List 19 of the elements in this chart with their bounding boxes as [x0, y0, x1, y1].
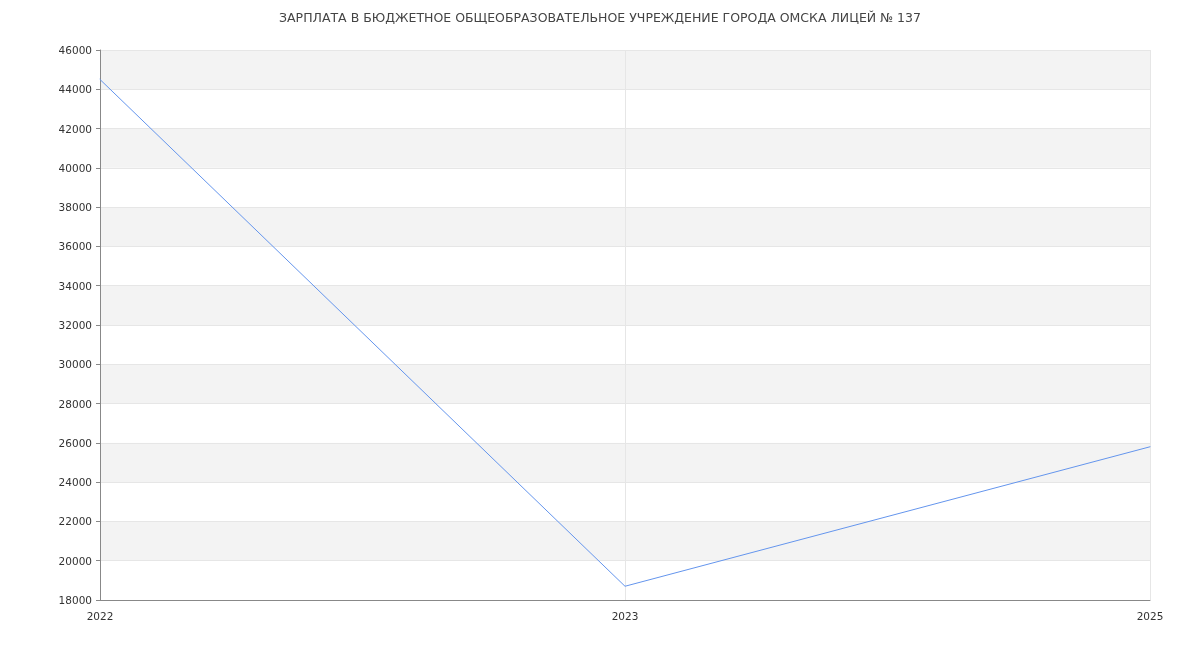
y-tick-label: 32000: [58, 319, 92, 331]
y-tick-label: 44000: [58, 83, 92, 96]
x-tick-label: 2023: [611, 609, 639, 622]
y-tick-label: 18000: [58, 594, 92, 606]
x-tick-label: 2022: [86, 609, 114, 622]
y-tick-label: 26000: [58, 436, 92, 449]
y-tick-label: 38000: [58, 201, 92, 214]
y-tick-label: 24000: [58, 476, 92, 489]
chart-title: ЗАРПЛАТА В БЮДЖЕТНОЕ ОБЩЕОБРАЗОВАТЕЛЬНОЕ УЧРЕЖДЕНИЕ ГОРОДА ОМСКА ЛИЦЕЙ № 137: [279, 10, 921, 25]
y-tick-label: 42000: [58, 122, 92, 135]
y-tick-label: 36000: [58, 240, 92, 253]
y-tick-label: 22000: [58, 515, 92, 528]
y-tick-label: 40000: [58, 161, 92, 174]
y-tick-label: 30000: [58, 358, 92, 371]
y-tick-label: 28000: [58, 397, 92, 410]
y-tick-label: 46000: [58, 44, 92, 56]
y-tick-label: 20000: [58, 554, 92, 567]
y-tick-label: 34000: [58, 279, 92, 292]
x-tick-label: 2025: [1136, 609, 1164, 622]
